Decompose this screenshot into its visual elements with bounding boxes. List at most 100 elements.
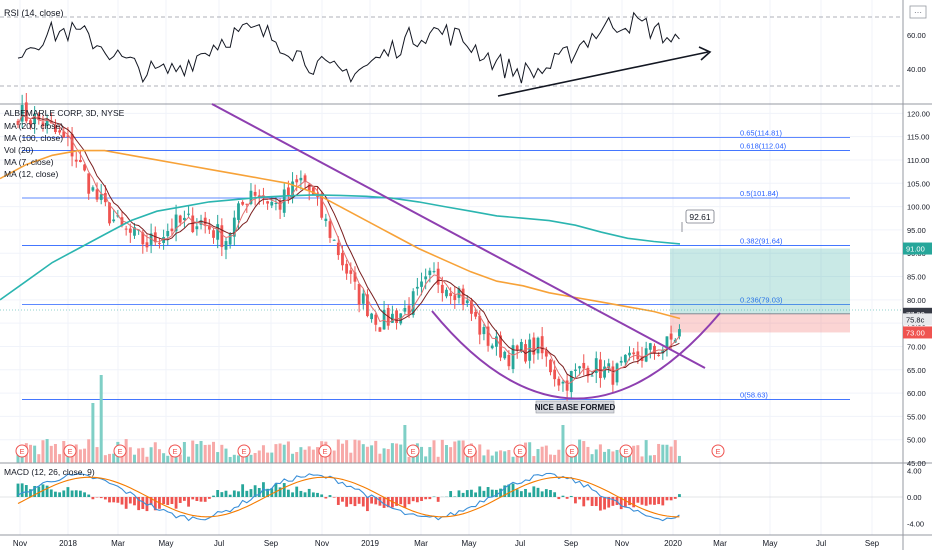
volume-bar xyxy=(582,441,586,463)
legend-ma7: MA (7, close) xyxy=(4,157,54,167)
earnings-marker[interactable]: E xyxy=(237,444,251,458)
candle xyxy=(374,312,378,332)
candle xyxy=(332,239,336,241)
candle xyxy=(403,300,407,315)
candle xyxy=(453,286,457,309)
earnings-marker[interactable]: E xyxy=(565,444,579,458)
macd-histogram-bar xyxy=(503,485,507,497)
macd-histogram-bar xyxy=(20,483,24,497)
macd-histogram-bar xyxy=(178,497,182,503)
volume-bar xyxy=(578,439,582,463)
fibonacci-levels: 0.65(114.81) 0.618(112.04) 0.5(101.84) 0.38… xyxy=(22,129,850,400)
volume-bar xyxy=(361,444,365,463)
resistance-trendline[interactable] xyxy=(211,103,706,369)
fib-level-label: 0.65(114.81) xyxy=(740,129,782,138)
macd-histogram-bar xyxy=(619,497,623,510)
volume-bar xyxy=(236,455,240,463)
macd-histogram-bar xyxy=(332,497,336,498)
legend-ma200: MA (200, close) xyxy=(4,121,63,131)
volume-bar xyxy=(444,444,448,463)
macd-histogram-bar xyxy=(382,497,386,508)
macd-histogram-bar xyxy=(669,497,673,501)
price-pane[interactable]: 0.65(114.81) 0.618(112.04) 0.5(101.84) 0.38… xyxy=(0,92,903,463)
earnings-marker[interactable]: E xyxy=(15,444,29,458)
candle xyxy=(657,352,661,357)
volume-bar xyxy=(203,444,207,463)
candle xyxy=(378,326,382,332)
earnings-marker[interactable]: E xyxy=(318,444,332,458)
macd-histogram-bar xyxy=(640,497,644,505)
volume-bar xyxy=(644,440,648,463)
volume-bar xyxy=(241,455,245,463)
volume-bar xyxy=(108,453,112,463)
candle xyxy=(586,365,590,383)
volume-bar xyxy=(640,456,644,463)
macd-histogram-bar xyxy=(37,486,41,497)
macd-histogram-bar xyxy=(316,492,319,497)
volume-bar xyxy=(598,444,602,463)
long-position-tool[interactable] xyxy=(670,248,850,333)
macd-histogram-bar xyxy=(257,488,261,497)
time-axis-label: Nov xyxy=(315,539,329,548)
macd-histogram-bar xyxy=(79,490,82,497)
earnings-marker[interactable]: E xyxy=(711,444,725,458)
macd-histogram-bar xyxy=(603,497,606,510)
macd-histogram-bar xyxy=(191,497,195,500)
volume-bar xyxy=(328,449,332,463)
price-axis[interactable]: 60.00 40.00 120.00 115.00 110.00 105.00 100.00… xyxy=(907,31,930,528)
rounded-base-arc[interactable] xyxy=(431,310,721,400)
macd-histogram-bar xyxy=(228,494,232,497)
volume-bar xyxy=(540,446,544,463)
macd-histogram-bar xyxy=(153,497,157,511)
volume-bar xyxy=(66,454,70,463)
time-axis-label: Mar xyxy=(414,539,428,548)
macd-histogram-bar xyxy=(644,497,648,506)
candle xyxy=(166,223,170,246)
macd-histogram-bar xyxy=(336,497,340,505)
price-callout: 92.61 xyxy=(681,209,715,232)
settings-icon[interactable]: ⋯ xyxy=(909,5,927,19)
candle xyxy=(228,231,232,249)
macd-histogram-bar xyxy=(349,497,353,505)
macd-histogram-bar xyxy=(149,497,153,506)
candle xyxy=(432,262,436,274)
volume-bar xyxy=(457,440,461,463)
candle xyxy=(87,173,91,200)
macd-histogram-bar xyxy=(291,492,294,497)
macd-histogram-bar xyxy=(374,497,378,505)
volume-bar xyxy=(220,444,224,463)
volume-bar xyxy=(295,452,299,463)
volume-bar xyxy=(153,442,157,463)
volume-bar xyxy=(365,446,369,463)
earnings-marker[interactable]: E xyxy=(63,444,77,458)
earnings-marker[interactable]: E xyxy=(406,444,420,458)
macd-histogram-bar xyxy=(112,497,116,503)
volume-bar xyxy=(28,444,32,463)
volume-bar xyxy=(137,448,141,463)
macd-histogram-bar xyxy=(465,490,469,497)
macd-pane[interactable]: MACD (12, 26, close, 9) xyxy=(0,467,903,522)
macd-histogram-bar xyxy=(282,483,286,497)
macd-histogram-bar xyxy=(287,489,290,497)
rsi-line xyxy=(17,11,680,84)
time-axis[interactable]: Nov 2018 Mar May Jul Sep Nov 2019 Mar May Jul Sep No… xyxy=(13,539,880,548)
earnings-marker[interactable]: E xyxy=(168,444,182,458)
earnings-marker[interactable]: E xyxy=(463,444,477,458)
volume-bar xyxy=(182,442,186,463)
earnings-marker[interactable]: E xyxy=(113,444,127,458)
volume-bar xyxy=(449,447,453,463)
candle xyxy=(112,209,116,223)
earnings-marker-label: E xyxy=(569,447,574,456)
macd-histogram-bar xyxy=(245,490,249,497)
fib-level: 0.382(91.64) xyxy=(22,237,850,246)
macd-histogram-bar xyxy=(220,492,224,497)
time-axis-label: 2018 xyxy=(59,539,77,548)
rsi-pane[interactable]: RSI (14, close) xyxy=(0,8,903,97)
earnings-marker[interactable]: E xyxy=(619,444,633,458)
volume-bar xyxy=(636,445,640,463)
earnings-marker[interactable]: E xyxy=(513,444,527,458)
candle xyxy=(370,312,373,323)
candle xyxy=(420,272,423,296)
candle xyxy=(557,376,561,391)
